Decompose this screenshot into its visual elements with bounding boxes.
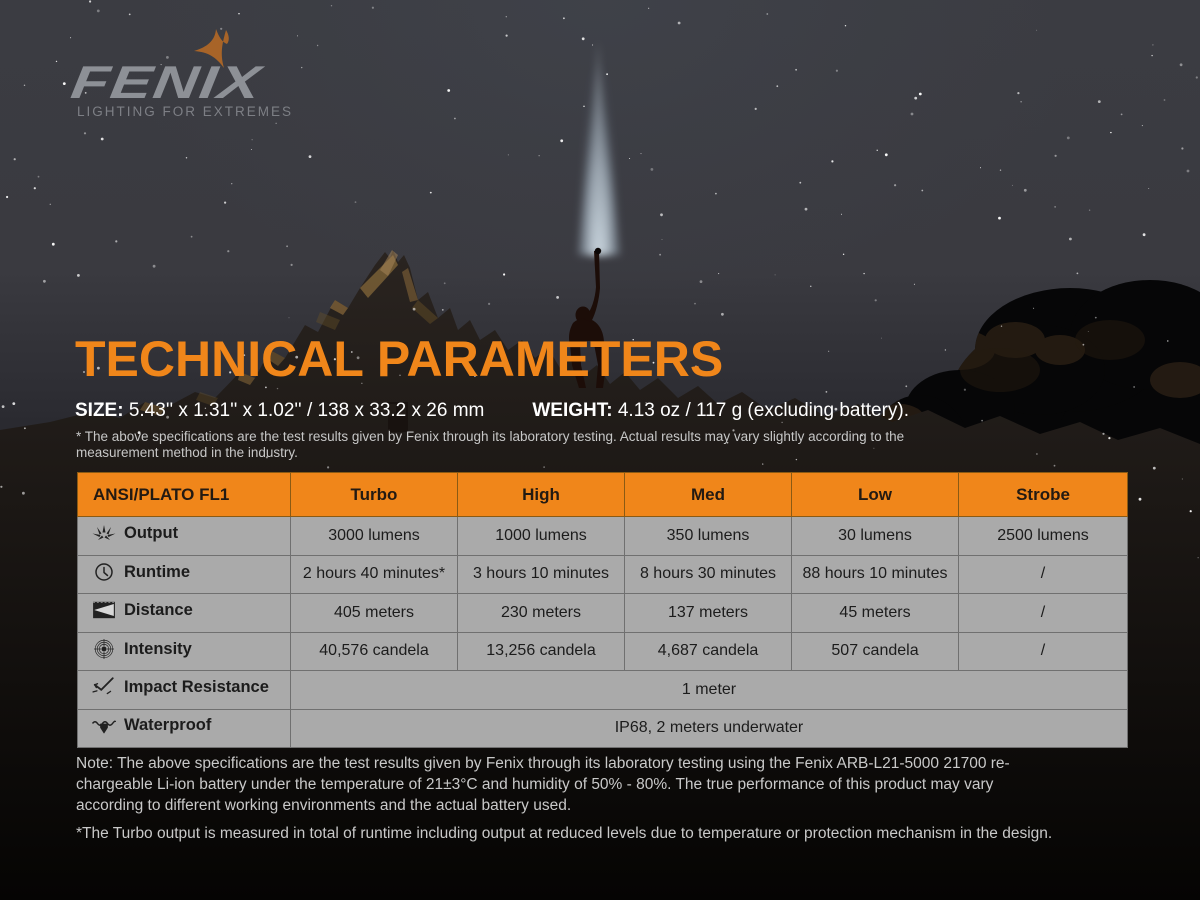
svg-text:FENIX: FENIX <box>68 56 267 108</box>
svg-text:LIGHTING FOR EXTREMES: LIGHTING FOR EXTREMES <box>77 104 293 119</box>
